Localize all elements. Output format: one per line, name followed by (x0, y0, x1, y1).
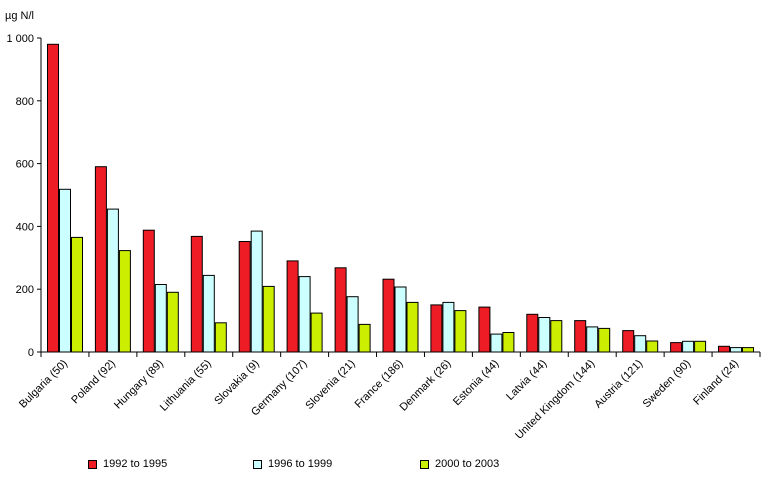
bar-series-2-category-1 (59, 188, 71, 353)
y-tick-label: 1 000 (6, 33, 34, 45)
y-axis: 0 200 400 600 800 1 000 (6, 33, 42, 359)
x-category-label: Lithuania (55) (158, 358, 214, 414)
bar-series-2-category-7 (346, 296, 359, 353)
y-tick-label: 800 (16, 96, 34, 108)
legend: 1992 to 1995 1996 to 1999 2000 to 2003 (0, 458, 768, 478)
bar-series-2-category-6 (298, 276, 311, 353)
bar-series-3-category-9 (454, 310, 467, 353)
bar-series-3-category-4 (214, 322, 227, 353)
bar-series-2-category-14 (682, 340, 695, 353)
bar-series-1-category-14 (670, 342, 683, 353)
x-category-label: Estonia (44) (451, 358, 501, 408)
bar-series-2-category-9 (442, 301, 455, 353)
legend-item-series-3: 2000 to 2003 (420, 458, 499, 470)
bar-series-3-category-15 (742, 347, 754, 353)
bar-series-2-category-8 (394, 286, 407, 353)
bar-series-1-category-8 (382, 278, 395, 353)
bar-series-3-category-5 (262, 285, 275, 353)
y-tick-label: 600 (16, 159, 34, 171)
bar-series-2-category-15 (730, 347, 742, 353)
bar-series-3-category-1 (71, 236, 83, 353)
x-category-label: France (186) (353, 358, 406, 411)
x-category-label: Austria (121) (592, 358, 645, 411)
bar-series-1-category-15 (718, 345, 730, 353)
bar-series-2-category-11 (538, 317, 551, 353)
bar-series-2-category-4 (202, 274, 215, 353)
bar-series-3-category-11 (550, 320, 563, 353)
bar-series-3-category-7 (358, 323, 371, 353)
bar-series-3-category-2 (118, 250, 131, 353)
bar-series-1-category-11 (526, 313, 539, 353)
x-category-label: Sweden (90) (641, 358, 694, 411)
bar-series-3-category-6 (310, 312, 323, 353)
x-category-label: Hungary (89) (112, 358, 166, 412)
legend-swatch (420, 459, 429, 469)
bar-series-1-category-5 (238, 241, 251, 353)
legend-item-series-1: 1992 to 1995 (88, 458, 167, 470)
bars-group (47, 43, 754, 353)
x-category-label: Poland (92) (69, 358, 118, 407)
legend-label: 2000 to 2003 (435, 458, 500, 470)
x-category-label: Slovakia (9) (212, 358, 262, 408)
bar-series-3-category-14 (694, 340, 707, 353)
bar-series-2-category-3 (154, 284, 167, 353)
bar-series-2-category-2 (106, 208, 119, 353)
bar-series-3-category-8 (406, 301, 419, 353)
legend-label: 1992 to 1995 (103, 458, 168, 470)
y-tick-label: 200 (16, 284, 34, 296)
x-category-label: Slovenia (21) (303, 358, 357, 412)
bar-series-1-category-2 (94, 166, 107, 353)
legend-label: 1996 to 1999 (268, 458, 333, 470)
bar-chart: µg N/l 0 200 400 600 800 1 000 Bulgaria (50) P… (5, 10, 761, 442)
bar-series-2-category-5 (250, 230, 263, 353)
bar-series-1-category-6 (286, 260, 299, 353)
bar-series-1-category-1 (47, 43, 59, 353)
x-category-label: United Kingdom (144) (513, 358, 597, 442)
legend-swatch (253, 459, 262, 469)
bar-series-1-category-7 (334, 267, 347, 353)
y-tick-label: 0 (28, 347, 34, 359)
bar-series-3-category-13 (646, 340, 659, 353)
bar-series-3-category-3 (166, 291, 179, 353)
bar-series-2-category-10 (490, 333, 503, 353)
bar-series-1-category-4 (190, 235, 203, 353)
bar-series-2-category-13 (634, 335, 647, 353)
bar-series-1-category-13 (622, 330, 635, 353)
x-category-label: Denmark (26) (398, 358, 454, 414)
x-category-label: Latvia (44) (504, 358, 549, 403)
y-tick-label: 400 (16, 221, 34, 233)
x-category-label: Finland (24) (691, 358, 741, 408)
legend-item-series-2: 1996 to 1999 (253, 458, 332, 470)
legend-swatch (88, 459, 97, 469)
bar-series-1-category-10 (478, 306, 491, 353)
bar-series-3-category-12 (598, 327, 611, 353)
y-axis-unit-label: µg N/l (5, 10, 34, 22)
bar-series-2-category-12 (586, 326, 599, 353)
bar-series-1-category-3 (142, 229, 155, 353)
bar-series-3-category-10 (502, 332, 515, 353)
bar-series-1-category-9 (430, 304, 443, 353)
bar-series-1-category-12 (574, 320, 587, 353)
x-axis: Bulgaria (50) Poland (92)Hungary (89)Lith… (17, 351, 761, 442)
x-category-label: Bulgaria (50) (17, 358, 70, 411)
